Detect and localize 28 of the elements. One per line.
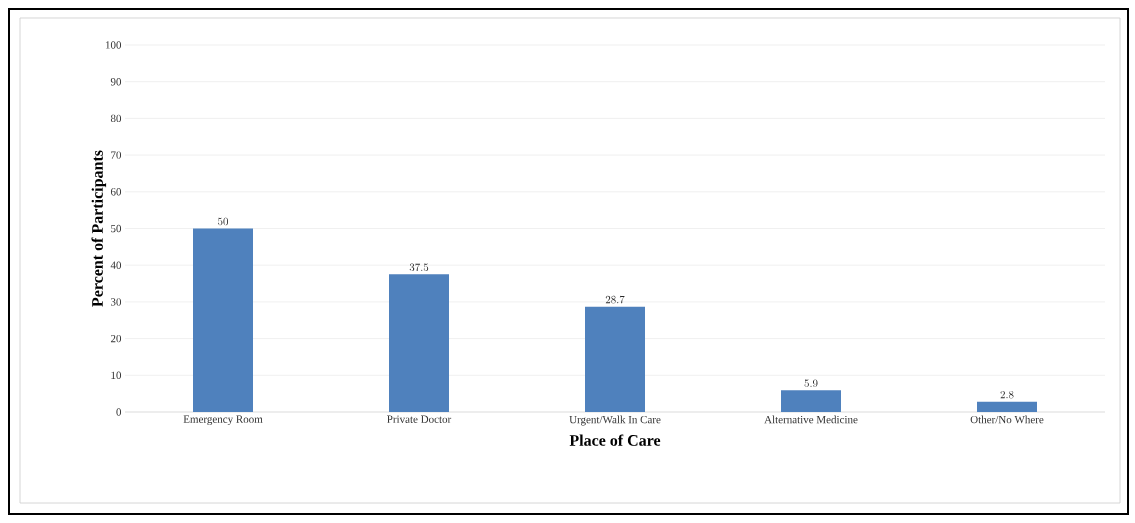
data-label: 50 <box>218 217 229 226</box>
data-label: 28.7 <box>605 295 625 304</box>
x-tick-label: Other/No Where <box>970 415 1044 424</box>
x-tick-label: Alternative Medicine <box>764 415 858 424</box>
y-tick-label: 80 <box>110 114 122 123</box>
y-tick-label: 30 <box>111 298 122 306</box>
bar <box>193 228 254 412</box>
y-tick-label: 70 <box>111 151 122 159</box>
y-tick-label: 100 <box>105 41 122 49</box>
y-tick-label: 60 <box>110 188 122 196</box>
x-tick-label: Private Doctor <box>387 415 452 423</box>
data-label: 37.5 <box>409 263 429 272</box>
x-tick-label: Emergency Room <box>183 415 263 426</box>
bar <box>781 390 842 412</box>
x-tick-label: Urgent/Walk In Care <box>569 415 661 426</box>
data-label: 5.9 <box>804 379 818 388</box>
y-axis-title: Percent of Participants <box>91 150 107 307</box>
y-tick-label: 50 <box>111 224 122 233</box>
bar <box>389 274 450 412</box>
y-tick-label: 10 <box>111 371 122 380</box>
bar <box>585 306 646 412</box>
y-tick-label: 90 <box>110 77 122 86</box>
y-tick-label: 20 <box>110 334 122 343</box>
data-label: 2.8 <box>1000 390 1014 399</box>
bar <box>977 401 1037 412</box>
x-axis-title: Place of Care <box>569 434 661 446</box>
y-tick-label: 40 <box>110 261 122 269</box>
y-tick-label: 0 <box>116 408 122 416</box>
